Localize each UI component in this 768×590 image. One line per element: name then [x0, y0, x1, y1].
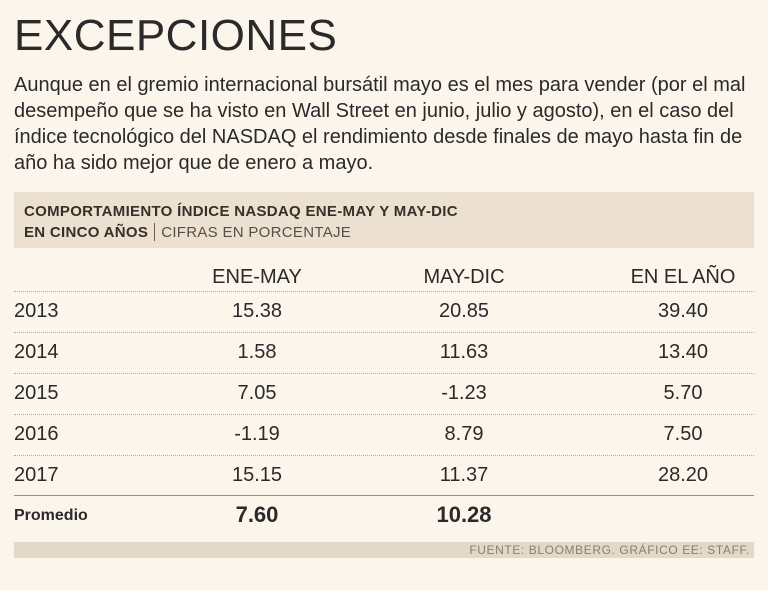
may-dic-cell: 11.63 [439, 341, 489, 363]
source-credit: FUENTE: BLOOMBERG. GRÁFICO EE: STAFF. [469, 543, 750, 557]
may-dic-cell: 20.85 [438, 300, 490, 322]
en-el-ano-cell: 7.50 [663, 423, 703, 445]
may-dic-cell: 8.79 [444, 423, 484, 445]
table-title: COMPORTAMIENTO ÍNDICE NASDAQ ENE-MAY Y M… [24, 203, 458, 220]
table-row: 2013 15.38 20.85 39.40 [14, 291, 754, 333]
ene-may-cell: -1.19 [234, 423, 280, 445]
may-dic-cell: -1.23 [441, 382, 487, 404]
may-dic-cell: 11.37 [439, 464, 489, 486]
year-cell: 2013 [14, 300, 59, 322]
subtitle-separator [154, 223, 156, 241]
en-el-ano-cell: 28.20 [657, 464, 709, 486]
table-row: 2014 1.58 11.63 13.40 [14, 332, 754, 374]
table-subtitle: EN CINCO AÑOS CIFRAS EN PORCENTAJE [24, 223, 351, 241]
intro-paragraph: Aunque en el gremio internacional bursát… [14, 74, 746, 174]
column-header-en-el-ano: EN EL AÑO [630, 266, 736, 288]
ene-may-cell: 1.58 [237, 341, 277, 363]
year-cell: 2016 [14, 423, 59, 445]
en-el-ano-cell: 5.70 [663, 382, 703, 404]
year-cell: 2015 [14, 382, 59, 404]
table-header-band: COMPORTAMIENTO ÍNDICE NASDAQ ENE-MAY Y M… [14, 192, 754, 248]
year-cell: 2014 [14, 341, 59, 363]
average-row: Promedio 7.60 10.28 [14, 495, 754, 536]
column-header-may-dic: MAY-DIC [423, 266, 505, 288]
table-units: CIFRAS EN PORCENTAJE [161, 224, 352, 241]
table-row: 2015 7.05 -1.23 5.70 [14, 373, 754, 415]
average-ene-may: 7.60 [235, 502, 279, 527]
en-el-ano-cell: 13.40 [657, 341, 709, 363]
year-cell: 2017 [14, 464, 59, 486]
table-subtitle-bold: EN CINCO AÑOS [24, 224, 149, 241]
table-row: 2016 -1.19 8.79 7.50 [14, 414, 754, 456]
ene-may-cell: 15.15 [231, 464, 283, 486]
table-row: 2017 15.15 11.37 28.20 [14, 455, 754, 497]
page-title: EXCEPCIONES [14, 11, 338, 60]
ene-may-cell: 7.05 [237, 382, 277, 404]
average-may-dic: 10.28 [436, 502, 492, 527]
average-label: Promedio [14, 507, 88, 524]
en-el-ano-cell: 39.40 [657, 300, 709, 322]
column-header-ene-may: ENE-MAY [212, 266, 302, 288]
ene-may-cell: 15.38 [231, 300, 283, 322]
source-footer: FUENTE: BLOOMBERG. GRÁFICO EE: STAFF. [14, 542, 754, 558]
